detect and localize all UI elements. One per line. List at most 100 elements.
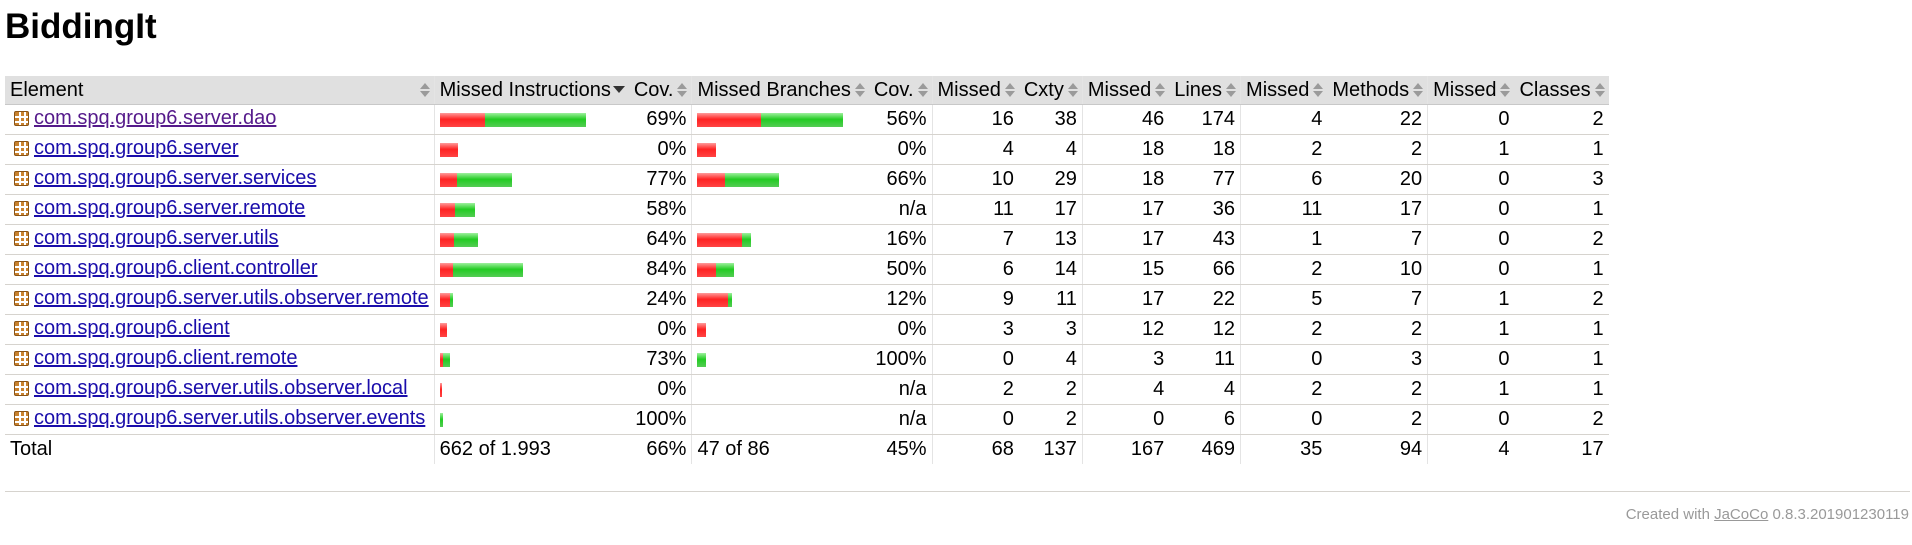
covered-segment [742,232,752,247]
total-missed-classes: 4 [1427,434,1515,464]
missed-lines: 3 [1081,344,1170,375]
missed-methods: 11 [1240,194,1328,225]
table-row: com.spq.group6.server 0% 0% 4 4 18 18 2 2 1 1 [5,134,1609,165]
missed-branches-cell [691,104,869,135]
missed-segment [439,322,447,337]
table-header-row: Element Missed Instructions Cov. Missed … [5,76,1609,105]
footer-divider [5,491,1910,492]
sort-icon [1226,82,1237,98]
missed-classes: 0 [1427,164,1515,195]
covered-segment [454,202,475,217]
header-label: Classes [1519,78,1591,101]
missed-segment [439,352,443,367]
missed-methods: 2 [1240,254,1328,285]
package-link[interactable]: com.spq.group6.server [34,137,239,159]
missed-classes: 0 [1427,104,1515,135]
column-header-element[interactable]: Element [5,76,435,105]
column-header-missed-instructions[interactable]: Missed Instructions [433,76,629,105]
column-header-classes[interactable]: Classes [1514,76,1609,105]
sort-icon [917,82,928,98]
instruction-coverage: 100% [628,404,692,435]
missed-classes: 1 [1427,284,1515,315]
instruction-coverage: 58% [628,194,692,225]
coverage-table: Element Missed Instructions Cov. Missed … [5,76,1609,464]
column-header-complexity[interactable]: Cxty [1018,76,1083,105]
column-header-branch-coverage[interactable]: Cov. [868,76,932,105]
column-header-missed-lines[interactable]: Missed [1081,76,1170,105]
missed-segment [439,112,485,127]
methods: 22 [1327,104,1428,135]
element-cell: com.spq.group6.server.utils [5,224,435,255]
column-header-missed-branches[interactable]: Missed Branches [691,76,869,105]
missed-methods: 6 [1240,164,1328,195]
missed-branches-bar [697,352,707,367]
package-link[interactable]: com.spq.group6.server.utils [34,227,279,249]
header-label: Missed Instructions [439,78,611,101]
column-header-missed-classes[interactable]: Missed [1427,76,1515,105]
methods: 2 [1327,374,1428,405]
element-cell: com.spq.group6.client.controller [5,254,435,285]
package-icon [14,141,29,156]
covered-segment [442,352,450,367]
package-icon [14,351,29,366]
instruction-coverage: 0% [628,134,692,165]
instruction-coverage: 73% [628,344,692,375]
package-link[interactable]: com.spq.group6.server.utils.observer.loc… [34,377,408,399]
missed-segment [697,172,726,187]
missed-methods: 2 [1240,374,1328,405]
element-cell: com.spq.group6.client [5,314,435,345]
instruction-coverage: 0% [628,374,692,405]
missed-methods: 4 [1240,104,1328,135]
missed-branches-cell [691,164,869,195]
total-classes: 17 [1514,434,1609,464]
sort-icon [854,82,865,98]
missed-complexity: 2 [931,374,1019,405]
package-link[interactable]: com.spq.group6.client [34,317,230,339]
table-row: com.spq.group6.server.utils 64% 16% 7 13 17 43… [5,224,1609,255]
classes: 1 [1514,254,1609,285]
missed-classes: 0 [1427,344,1515,375]
instruction-coverage: 24% [628,284,692,315]
package-entry: com.spq.group6.server.remote [10,197,305,220]
methods: 17 [1327,194,1428,225]
package-link[interactable]: com.spq.group6.server.remote [34,197,306,219]
table-row: com.spq.group6.server.utils.observer.eve… [5,404,1609,435]
element-cell: com.spq.group6.server.utils.observer.rem… [5,284,435,315]
package-link[interactable]: com.spq.group6.server.services [34,167,317,189]
missed-segment [697,112,762,127]
classes: 3 [1514,164,1609,195]
column-header-methods[interactable]: Methods [1327,76,1428,105]
complexity: 4 [1018,134,1083,165]
missed-instructions-cell [433,344,629,375]
package-link[interactable]: com.spq.group6.server.utils.observer.rem… [34,287,429,309]
missed-segment [697,232,743,247]
classes: 1 [1514,194,1609,225]
missed-instructions-bar [439,202,475,217]
lines: 66 [1169,254,1241,285]
missed-lines: 15 [1081,254,1170,285]
lines: 36 [1169,194,1241,225]
column-header-lines[interactable]: Lines [1169,76,1241,105]
missed-complexity: 9 [931,284,1019,315]
column-header-missed-methods[interactable]: Missed [1240,76,1328,105]
package-link[interactable]: com.spq.group6.client.controller [34,257,318,279]
missed-branches-cell [691,404,869,435]
sort-icon [1004,82,1015,98]
missed-instructions-bar [439,292,453,307]
missed-methods: 0 [1240,404,1328,435]
package-link[interactable]: com.spq.group6.server.utils.observer.eve… [34,407,426,429]
package-link[interactable]: com.spq.group6.server.dao [34,107,277,129]
methods: 10 [1327,254,1428,285]
covered-segment [439,412,443,427]
header-label: Missed [1087,78,1152,101]
element-cell: com.spq.group6.server.utils.observer.loc… [5,374,435,405]
package-link[interactable]: com.spq.group6.client.remote [34,347,298,369]
methods: 2 [1327,404,1428,435]
column-header-instruction-coverage[interactable]: Cov. [628,76,692,105]
column-header-missed-complexity[interactable]: Missed [931,76,1019,105]
classes: 2 [1514,404,1609,435]
missed-segment [697,262,717,277]
page-title: BiddingIt [5,7,157,46]
jacoco-link[interactable]: JaCoCo [1714,506,1769,523]
methods: 20 [1327,164,1428,195]
